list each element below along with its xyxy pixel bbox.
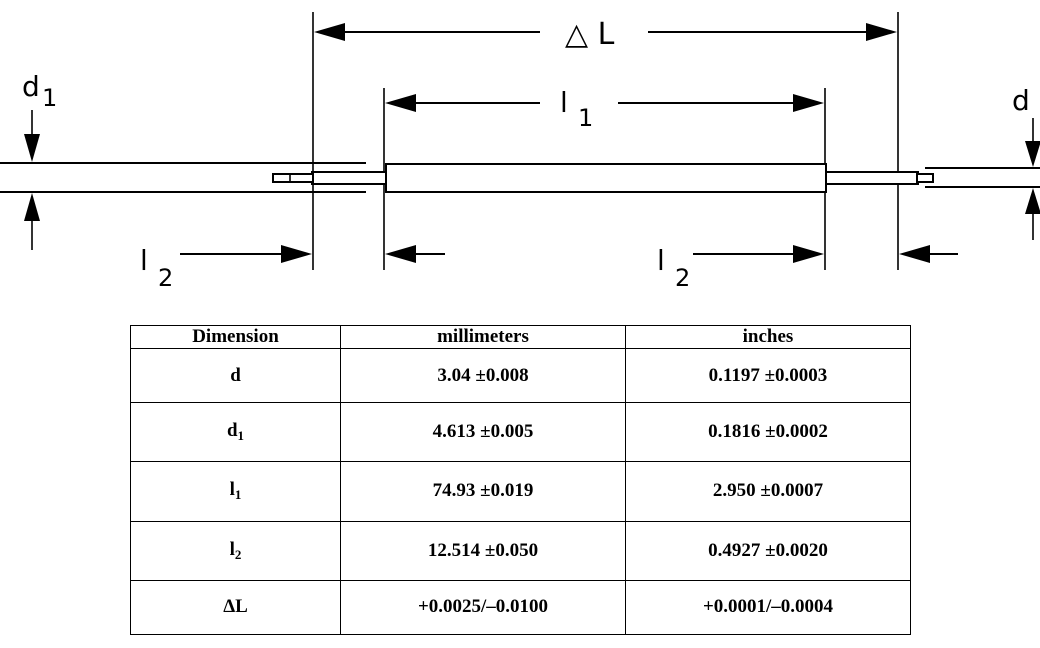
l1-arrow-right: [793, 94, 824, 112]
d-arrow-top: [1025, 141, 1040, 167]
l2-right-arrow-b: [899, 245, 930, 263]
d1-arrow-bottom: [24, 193, 40, 221]
dimensions-table: Dimension millimeters inches d 3.04 ±0.0…: [130, 325, 911, 636]
dimension-drawing: △ L l 1 d 1 d l 2 l 2: [0, 12, 1040, 292]
delta-l-arrow-right: [866, 23, 897, 41]
table-row: ΔL +0.0025/–0.0100 +0.0001/–0.0004: [130, 579, 911, 636]
l2-right-subscript: 2: [675, 264, 690, 292]
table-header-row: Dimension millimeters inches: [130, 325, 911, 349]
l2-left-arrow-b: [385, 245, 416, 263]
header-inches: inches: [625, 325, 911, 349]
cell-inches: 0.4927 ±0.0020: [625, 520, 911, 581]
d1-subscript: 1: [42, 84, 57, 112]
cell-dimension: l1: [130, 461, 341, 522]
cell-inches: 0.1816 ±0.0002: [625, 402, 911, 463]
header-dimension: Dimension: [130, 325, 341, 349]
d-label: d: [1012, 84, 1030, 117]
cell-inches: 0.1197 ±0.0003: [625, 347, 911, 404]
delta-l-arrow-left: [314, 23, 345, 41]
cell-dimension: d: [130, 347, 341, 404]
main-body: [385, 163, 827, 193]
cell-millimeters: 12.514 ±0.050: [340, 520, 626, 581]
table-row: l1 74.93 ±0.019 2.950 ±0.0007: [130, 461, 911, 522]
cell-dimension: ΔL: [130, 579, 341, 636]
header-millimeters: millimeters: [340, 325, 626, 349]
l2-left-arrow-a: [281, 245, 312, 263]
left-pin-tip: [272, 173, 314, 183]
left-pin: [311, 171, 387, 185]
l2-left-subscript: 2: [158, 264, 173, 292]
cell-dimension: d1: [130, 402, 341, 463]
l2-right-label: l: [657, 244, 665, 277]
right-pin-tip: [916, 173, 934, 183]
right-pin: [825, 171, 919, 185]
l2-left-label: l: [140, 244, 148, 277]
cell-millimeters: 4.613 ±0.005: [340, 402, 626, 463]
d-arrow-bottom: [1025, 188, 1040, 214]
l1-subscript: 1: [578, 104, 593, 132]
cell-millimeters: 3.04 ±0.008: [340, 347, 626, 404]
cell-millimeters: +0.0025/–0.0100: [340, 579, 626, 636]
l1-arrow-left: [385, 94, 416, 112]
d1-label: d: [22, 70, 40, 103]
cell-inches: +0.0001/–0.0004: [625, 579, 911, 636]
cell-inches: 2.950 ±0.0007: [625, 461, 911, 522]
d1-arrow-top: [24, 134, 40, 162]
l1-label: l: [560, 86, 568, 119]
cell-millimeters: 74.93 ±0.019: [340, 461, 626, 522]
table-row: d 3.04 ±0.008 0.1197 ±0.0003: [130, 347, 911, 404]
table-row: d1 4.613 ±0.005 0.1816 ±0.0002: [130, 402, 911, 463]
l2-right-arrow-a: [793, 245, 824, 263]
cell-dimension: l2: [130, 520, 341, 581]
delta-l-label: △ L: [565, 17, 615, 52]
table-row: l2 12.514 ±0.050 0.4927 ±0.0020: [130, 520, 911, 581]
